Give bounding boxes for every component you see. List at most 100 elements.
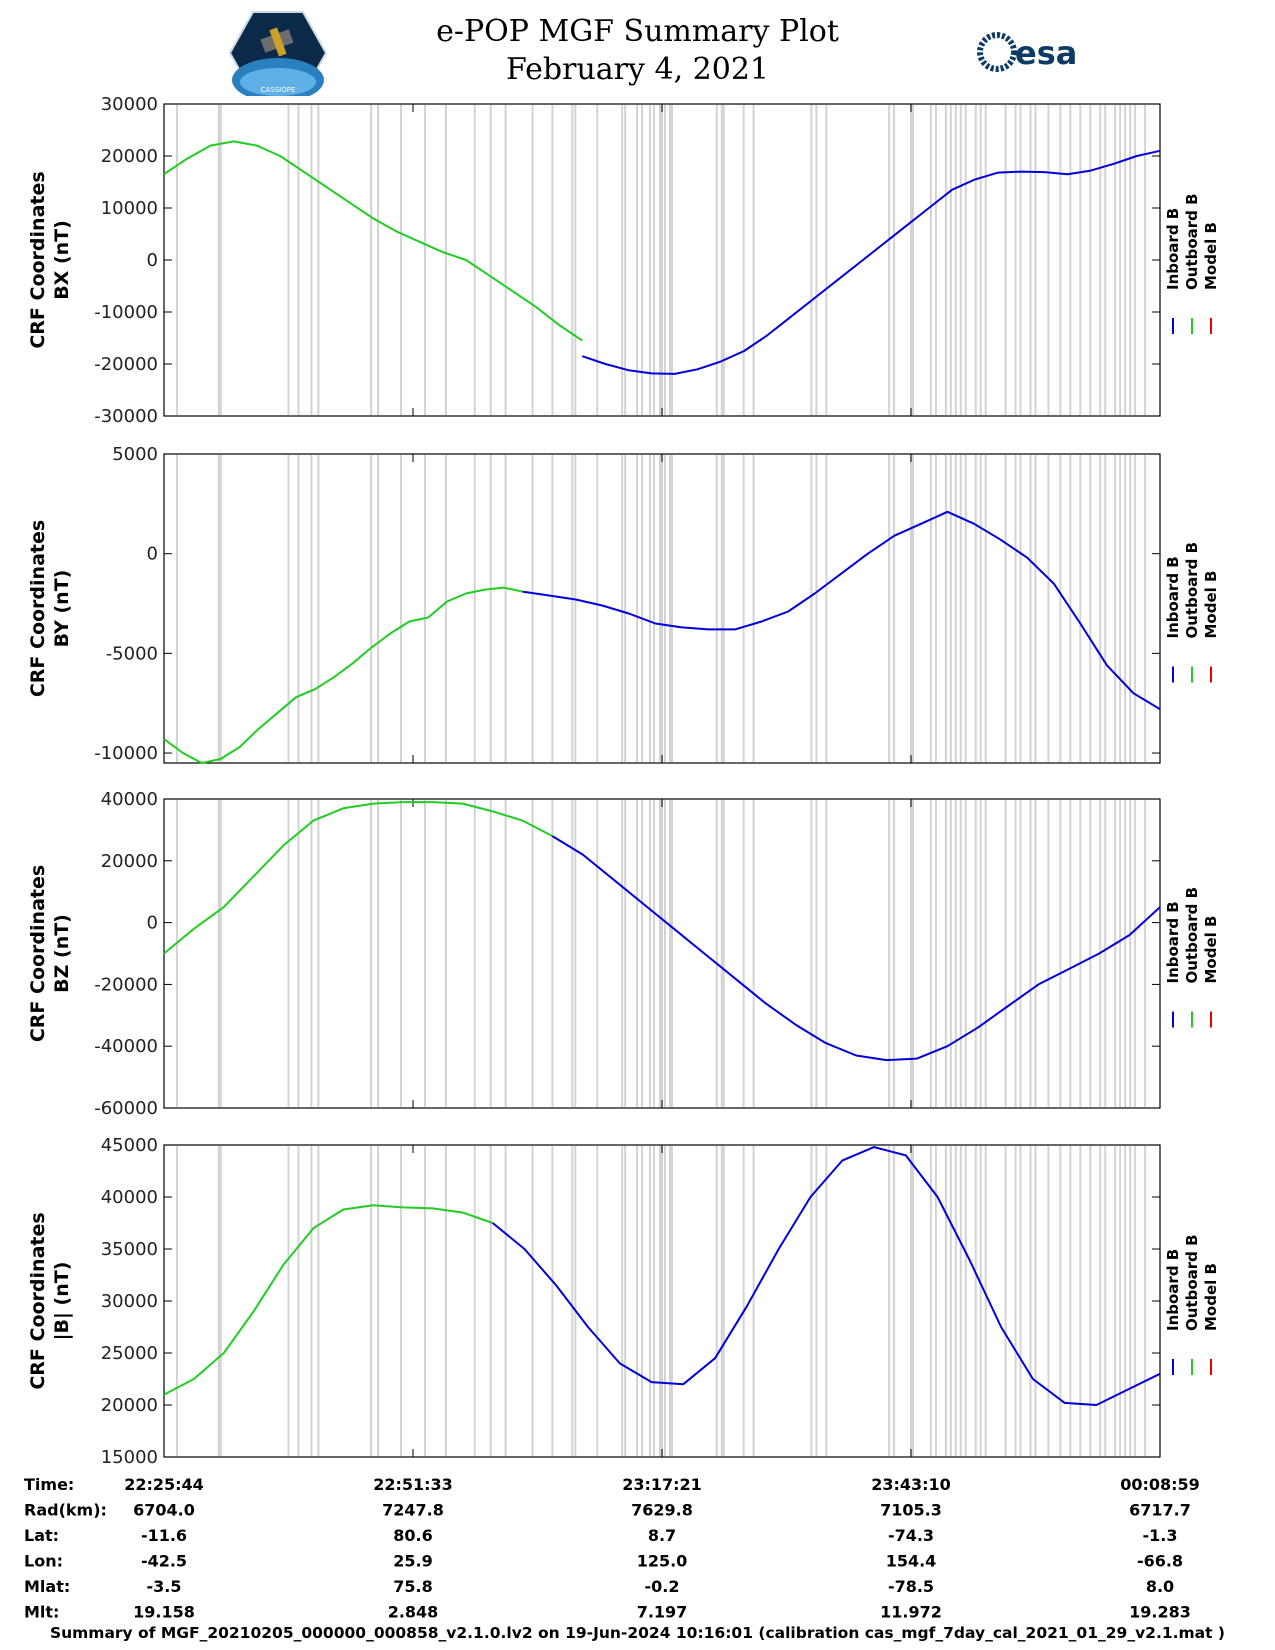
table-row-label: Mlat: — [24, 1577, 70, 1596]
table-cell: -42.5 — [141, 1552, 187, 1571]
table-cell: 7105.3 — [880, 1501, 942, 1520]
y-tick-label: 20000 — [101, 1395, 158, 1416]
table-cell: 154.4 — [886, 1552, 937, 1571]
y-tick-label: 10000 — [101, 198, 158, 219]
table-row-label: Rad(km): — [24, 1501, 107, 1520]
series-outboard-b — [163, 140, 583, 342]
y-tick-label: -10000 — [94, 302, 158, 323]
y-tick-label: 0 — [147, 250, 158, 271]
table-cell: 7629.8 — [631, 1501, 693, 1520]
series-outboard-b — [163, 1204, 494, 1396]
legend-label: Inboard B — [1164, 901, 1182, 983]
orbit-info-table: Time: Rad(km): Lat: Lon: Mlat: Mlt: 22:25:44 67… — [24, 1475, 1200, 1620]
table-cell: -78.5 — [888, 1577, 934, 1596]
y-tick-label: -40000 — [94, 1036, 158, 1057]
y-axis-label: CRF Coordinates — [27, 520, 49, 697]
y-tick-label: 0 — [147, 913, 158, 934]
legend-label: Model B — [1202, 916, 1220, 984]
y-axis-label: CRF Coordinates — [27, 1212, 49, 1389]
table-cell: 00:08:59 — [1120, 1475, 1200, 1494]
panel-3: 40000 20000 0 -20000 -40000 -60000 CRF Coordin… — [27, 789, 1220, 1119]
table-cell: -11.6 — [141, 1526, 187, 1545]
y-tick-label: 35000 — [101, 1239, 158, 1260]
panel-4: 45000 40000 35000 30000 25000 20000 15000 CRF C… — [27, 1135, 1220, 1468]
y-axis-label: CRF Coordinates — [27, 171, 49, 348]
table-row-label: Mlt: — [24, 1603, 59, 1621]
series-outboard-b — [163, 801, 553, 955]
table-cell: -1.3 — [1143, 1526, 1178, 1545]
y-axis-label: |B| (nT) — [51, 1262, 73, 1341]
legend-label: Outboard B — [1183, 887, 1201, 984]
table-cell: 22:25:44 — [124, 1475, 204, 1494]
table-cell: -66.8 — [1137, 1552, 1183, 1571]
panel-2: 5000 0 -5000 -10000 CRF Coordinates BY (nT) In… — [27, 444, 1220, 764]
table-cell: 22:51:33 — [373, 1475, 453, 1494]
legend-label: Inboard B — [1164, 208, 1182, 290]
y-tick-label: -30000 — [94, 406, 158, 427]
legend-label: Model B — [1202, 1263, 1220, 1331]
y-axis-label: BZ (nT) — [51, 914, 73, 993]
table-row-label: Lat: — [24, 1526, 59, 1545]
y-tick-label: 0 — [147, 544, 158, 565]
series-inboard-b — [581, 149, 1161, 375]
y-axis-label: CRF Coordinates — [27, 865, 49, 1042]
table-cell: 11.972 — [880, 1603, 942, 1621]
series-inboard-b — [522, 510, 1161, 711]
legend-label: Inboard B — [1164, 1249, 1182, 1331]
legend-label: Model B — [1202, 222, 1220, 290]
table-cell: -0.2 — [645, 1577, 680, 1596]
table-cell: -74.3 — [888, 1526, 934, 1545]
table-cell: 23:43:10 — [871, 1475, 951, 1494]
esa-logo: esa — [977, 32, 1077, 72]
y-tick-label: 5000 — [112, 444, 158, 465]
table-cell: 8.0 — [1146, 1577, 1174, 1596]
series-inboard-b — [492, 1146, 1161, 1406]
page-title: e-POP MGF Summary Plot — [436, 14, 839, 49]
table-cell: 19.283 — [1129, 1603, 1191, 1621]
table-cell: 6717.7 — [1129, 1501, 1191, 1520]
y-tick-label: 40000 — [101, 789, 158, 810]
table-cell: -3.5 — [147, 1577, 182, 1596]
page-date: February 4, 2021 — [505, 52, 769, 87]
table-cell: 23:17:21 — [622, 1475, 702, 1494]
series-inboard-b — [551, 835, 1161, 1062]
y-tick-label: 20000 — [101, 146, 158, 167]
y-tick-label: 30000 — [101, 1291, 158, 1312]
y-tick-label: -10000 — [94, 743, 158, 764]
table-cell: 125.0 — [637, 1552, 688, 1571]
table-cell: 8.7 — [648, 1526, 676, 1545]
table-row-label: Time: — [24, 1475, 74, 1494]
series-outboard-b — [163, 586, 523, 764]
y-tick-label: -60000 — [94, 1098, 158, 1119]
y-axis-label: BY (nT) — [51, 570, 73, 648]
table-cell: 7.197 — [637, 1603, 688, 1621]
table-cell: 25.9 — [393, 1552, 432, 1571]
y-tick-label: 15000 — [101, 1447, 158, 1468]
table-cell: 6704.0 — [133, 1501, 195, 1520]
legend-label: Outboard B — [1183, 542, 1201, 639]
y-axis-label: BX (nT) — [51, 220, 73, 300]
y-tick-label: -20000 — [94, 354, 158, 375]
panel-1: 30000 20000 10000 0 -10000 -20000 -30000 CRF Co… — [27, 94, 1220, 427]
y-tick-label: 20000 — [101, 851, 158, 872]
y-tick-label: 30000 — [101, 94, 158, 115]
legend-label: Outboard B — [1183, 1234, 1201, 1331]
table-cell: 19.158 — [133, 1603, 195, 1621]
table-cell: 75.8 — [393, 1577, 432, 1596]
table-row-label: Lon: — [24, 1552, 63, 1571]
cassiope-logo: CASSIOPE — [228, 11, 328, 96]
esa-logo-text: esa — [1015, 34, 1077, 72]
y-tick-label: 40000 — [101, 1187, 158, 1208]
y-tick-label: -5000 — [106, 643, 158, 664]
table-cell: 7247.8 — [382, 1501, 444, 1520]
y-tick-label: -20000 — [94, 974, 158, 995]
y-tick-label: 25000 — [101, 1343, 158, 1364]
cassiope-logo-text: CASSIOPE — [261, 86, 296, 94]
y-tick-label: 45000 — [101, 1135, 158, 1156]
table-cell: 2.848 — [388, 1603, 439, 1621]
table-cell: 80.6 — [393, 1526, 432, 1545]
legend-label: Inboard B — [1164, 556, 1182, 638]
legend-label: Model B — [1202, 571, 1220, 639]
footer-summary: Summary of MGF_20210205_000000_000858_v2… — [49, 1624, 1226, 1642]
